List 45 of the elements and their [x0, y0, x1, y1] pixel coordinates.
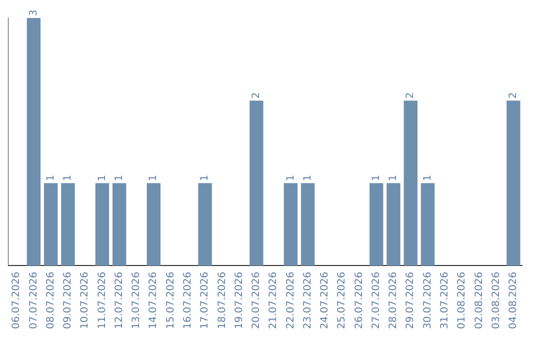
x-tick-label: 04.08.2026	[508, 272, 520, 330]
x-tick-label: 22.07.2026	[285, 272, 296, 330]
x-tick-label: 30.07.2026	[422, 272, 434, 330]
x-tick-label: 09.07.2026	[62, 272, 74, 330]
x-tick-label: 06.07.2026	[11, 272, 22, 330]
x-tick-label: 16.07.2026	[182, 272, 194, 330]
data-label: 1	[45, 174, 56, 182]
x-tick-label: 27.07.2026	[370, 272, 382, 330]
x-tick-label: 31.07.2026	[439, 272, 450, 330]
data-label: 1	[302, 174, 314, 182]
data-label: 3	[28, 10, 40, 16]
x-tick-label: 13.07.2026	[131, 272, 142, 330]
x-tick-label: 17.07.2026	[200, 272, 211, 330]
x-tick-label: 15.07.2026	[165, 272, 176, 330]
x-tick-label: 24.07.2026	[320, 272, 331, 330]
data-label: 1	[370, 174, 382, 182]
data-label: 1	[148, 174, 160, 182]
x-tick-label: 10.07.2026	[80, 272, 91, 330]
x-tick-label: 21.07.2026	[268, 272, 280, 330]
data-label: 1	[285, 174, 296, 182]
x-tick-label: 12.07.2026	[114, 272, 125, 330]
data-label: 1	[200, 174, 211, 182]
x-tick-label: 07.07.2026	[28, 272, 40, 330]
data-label: 1	[422, 174, 434, 182]
x-tick-label: 18.07.2026	[216, 272, 228, 330]
x-tick-label: 19.07.2026	[234, 272, 245, 330]
x-tick-label: 29.07.2026	[405, 272, 416, 330]
data-label: 2	[405, 92, 416, 99]
x-tick-label: 25.07.2026	[336, 272, 348, 330]
x-tick-label: 28.07.2026	[388, 272, 400, 330]
data-label: 2	[251, 92, 262, 99]
data-label: 1	[96, 174, 108, 182]
x-tick-label: 20.07.2026	[251, 272, 262, 330]
data-label: 2	[508, 92, 520, 99]
x-tick-label: 01.08.2026	[456, 272, 468, 330]
x-tick-label: 08.07.2026	[45, 272, 56, 330]
x-tick-label: 11.07.2026	[96, 272, 108, 330]
x-tick-label: 23.07.2026	[302, 272, 314, 330]
x-tick-label: 03.08.2026	[490, 272, 502, 330]
data-label: 1	[114, 174, 125, 182]
data-label: 1	[62, 174, 74, 182]
x-tick-label: 26.07.2026	[354, 272, 365, 330]
x-tick-label: 02.08.2026	[474, 272, 485, 330]
x-tick-label: 14.07.2026	[148, 272, 160, 330]
data-label: 1	[388, 174, 400, 182]
